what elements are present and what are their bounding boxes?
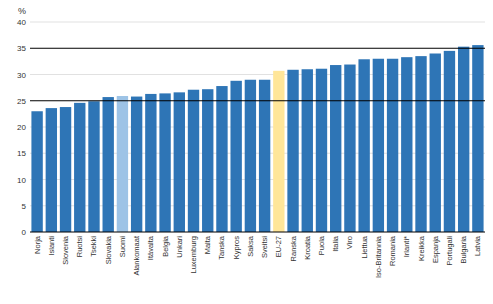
x-tick-label: Belgia [161, 235, 170, 257]
grid-line [30, 22, 485, 23]
bar [230, 81, 241, 232]
x-tick-label: Sveitsi [260, 236, 269, 258]
x-axis: Norja Islanti Slovenia Ruotsi Tsekki Slovakia… [33, 235, 483, 278]
bar [259, 80, 270, 232]
bar [117, 96, 128, 232]
x-tick-label: Irlanti* [402, 236, 411, 257]
x-tick-label: Puola [317, 235, 326, 255]
bar [316, 69, 327, 232]
bar [145, 94, 156, 232]
x-tick-label: EU-27 [274, 236, 283, 257]
chart-container: 0 5 10 15 20 25 30 35 40% Norja Islanti Slovenia Ruo… [0, 0, 493, 304]
x-tick-label: Romania [388, 235, 397, 266]
bar [415, 56, 426, 232]
reference-lines [30, 48, 485, 101]
bar [159, 93, 170, 232]
x-axis-line [30, 232, 485, 233]
x-tick-label: Luxemburg [189, 236, 198, 274]
y-tick-label: 25 [17, 97, 26, 106]
x-tick-label: Kreikka [417, 235, 426, 261]
x-tick-label: Bulgaria [459, 235, 468, 263]
y-tick-label: 35 [17, 44, 26, 53]
bar [74, 103, 85, 232]
x-tick-label: Ranska [289, 235, 298, 261]
y-tick-label: 40 [17, 18, 26, 27]
x-tick-label: Malta [203, 235, 212, 254]
chart: 0 5 10 15 20 25 30 35 40% Norja Islanti Slovenia Ruo… [0, 0, 493, 304]
reference-line [30, 48, 485, 49]
x-tick-label: Kypros [232, 236, 241, 260]
y-tick-label: 5 [22, 202, 27, 211]
bars [31, 45, 483, 232]
bar [245, 80, 256, 232]
bar [103, 97, 114, 232]
x-tick-label: Liettua [360, 235, 369, 258]
x-tick-label: Italia [331, 235, 340, 252]
y-tick-label: 10 [17, 176, 26, 185]
bar [302, 69, 313, 232]
bar [472, 45, 483, 232]
bar [387, 59, 398, 232]
bar [216, 86, 227, 232]
y-axis: 0 5 10 15 20 25 30 35 40 [17, 18, 26, 237]
x-tick-label: Tanska [217, 235, 226, 260]
x-tick-label: Itävalta [146, 235, 155, 260]
y-tick-label: 15 [17, 149, 26, 158]
bar [401, 57, 412, 232]
y-tick-label: 0 [22, 228, 27, 237]
x-tick-label: Alankomaat [132, 235, 141, 276]
bar [430, 54, 441, 233]
bar [31, 111, 42, 232]
bar [458, 47, 469, 232]
bar [287, 70, 298, 232]
bar [330, 65, 341, 232]
x-tick-label: Norja [33, 235, 42, 254]
x-tick-label: Islanti [47, 236, 56, 256]
bar [174, 92, 185, 232]
bar [344, 65, 355, 232]
x-tick-label: Latvia [473, 235, 482, 256]
x-tick-label: Saksa [246, 235, 255, 257]
y-tick-label: 20 [17, 123, 26, 132]
x-tick-label: Tsekki [89, 236, 98, 257]
bar [444, 51, 455, 232]
x-tick-label: Suomi [118, 236, 127, 258]
bar [131, 97, 142, 232]
bar [273, 71, 284, 232]
x-tick-label: Kroatia [303, 235, 312, 260]
x-tick-label: Slovakia [104, 235, 113, 264]
bar [60, 107, 71, 232]
x-tick-label: Iso-Britannia [374, 235, 383, 278]
x-tick-label: Unkari [175, 236, 184, 258]
bar [358, 59, 369, 232]
reference-line [30, 100, 485, 101]
bar [88, 101, 99, 232]
x-tick-label: Portugali [445, 236, 454, 266]
x-tick-label: Viro [345, 236, 354, 249]
y-axis-label: % [18, 6, 26, 16]
y-tick-label: 30 [17, 71, 26, 80]
x-tick-label: Espanja [431, 235, 440, 263]
x-tick-label: Ruotsi [75, 236, 84, 258]
x-tick-label: Slovenia [61, 235, 70, 265]
bar [373, 59, 384, 232]
bar [46, 108, 57, 232]
bar [188, 90, 199, 232]
bar [202, 89, 213, 232]
